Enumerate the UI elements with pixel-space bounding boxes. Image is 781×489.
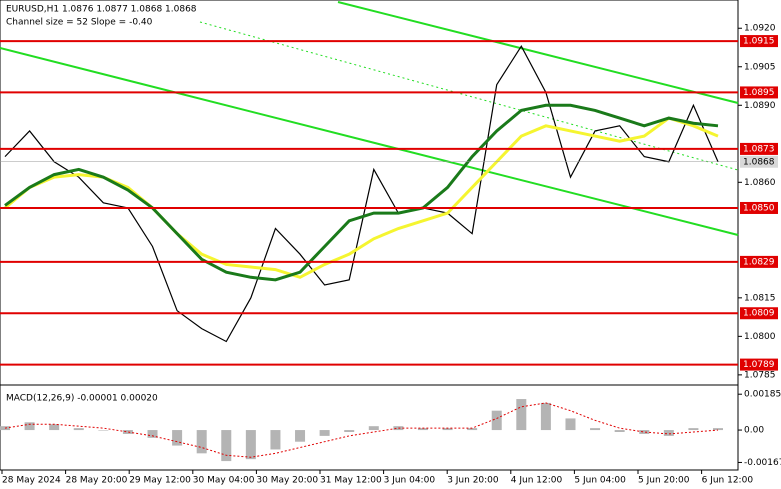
y-tick-label: 1.0800 — [744, 332, 776, 342]
macd-bar — [270, 430, 281, 450]
chart-title: EURUSD,H1 1.0876 1.0877 1.0868 1.0868 — [6, 5, 197, 15]
macd-bar — [590, 428, 601, 431]
macd-bar — [196, 430, 207, 454]
y-tick-label: 1.0905 — [744, 62, 776, 72]
y-tick-label: 1.0785 — [744, 370, 776, 380]
x-tick-label: 29 May 12:00 — [129, 476, 191, 486]
x-tick-label: 30 May 20:00 — [256, 476, 318, 486]
channel-line — [0, 47, 739, 236]
macd-bar — [98, 430, 109, 431]
y-tick-label: 0.00 — [744, 426, 764, 436]
level-box — [740, 35, 778, 48]
current-price-label: 1.0868 — [743, 157, 775, 167]
x-tick-label: 3 Jun 04:00 — [384, 476, 436, 486]
macd-bar — [368, 426, 379, 431]
macd-bar — [663, 430, 674, 436]
macd-bar — [516, 399, 527, 431]
macd-bar — [147, 430, 158, 438]
x-tick-label: 5 Jun 04:00 — [574, 476, 626, 486]
level-box — [740, 307, 778, 320]
y-tick-label: 1.0815 — [744, 293, 776, 303]
macd-bar — [614, 430, 625, 433]
level-box — [740, 358, 778, 371]
x-tick-label: 28 May 2024 — [2, 476, 61, 486]
macd-bar — [245, 430, 256, 460]
level-label: 1.0829 — [743, 257, 775, 267]
macd-bar — [24, 422, 35, 431]
level-box — [740, 201, 778, 214]
y-tick-label: 1.0890 — [744, 101, 776, 111]
level-box — [740, 142, 778, 155]
level-label: 1.0809 — [743, 309, 775, 319]
level-label: 1.0873 — [743, 144, 775, 154]
macd-bar — [565, 418, 576, 431]
level-label: 1.0789 — [743, 360, 775, 370]
x-tick-label: 4 Jun 12:00 — [511, 476, 563, 486]
level-box — [740, 86, 778, 99]
x-tick-label: 6 Jun 12:00 — [702, 476, 754, 486]
macd-bar — [221, 430, 232, 462]
x-tick-label: 31 May 12:00 — [320, 476, 382, 486]
level-label: 1.0895 — [743, 88, 775, 98]
channel-line — [337, 1, 739, 104]
macd-bar — [540, 402, 551, 431]
macd-bar — [688, 428, 699, 431]
macd-bar — [295, 430, 306, 442]
price-line — [4, 116, 719, 279]
level-label: 1.0915 — [743, 37, 775, 47]
price-line — [4, 103, 719, 282]
x-tick-label: 28 May 20:00 — [66, 476, 128, 486]
macd-bar — [344, 430, 355, 433]
x-tick-label: 30 May 04:00 — [193, 476, 255, 486]
x-tick-label: 3 Jun 20:00 — [447, 476, 499, 486]
macd-bar — [172, 430, 183, 446]
macd-title: MACD(12,26,9) -0.00001 0.00020 — [6, 394, 158, 404]
signal-line — [4, 402, 719, 458]
macd-bar — [49, 424, 60, 431]
y-tick-label: 1.0860 — [744, 178, 776, 188]
macd-bar — [491, 410, 502, 431]
chart-subtitle: Channel size = 52 Slope = -0.40 — [6, 18, 153, 28]
current-price-box — [740, 155, 778, 168]
level-box — [740, 255, 778, 268]
macd-bar — [73, 428, 84, 431]
y-tick-label: 1.0920 — [744, 24, 776, 34]
macd-bar — [319, 430, 330, 436]
x-tick-label: 5 Jun 20:00 — [638, 476, 690, 486]
level-label: 1.0850 — [743, 203, 775, 213]
macd-bar — [122, 430, 133, 434]
y-tick-label: -0.00167 — [744, 458, 781, 468]
macd-bar — [639, 430, 650, 434]
macd-bar — [467, 428, 478, 431]
macd-bar — [442, 428, 453, 431]
y-tick-label: 0.00185 — [744, 390, 781, 400]
macd-bar — [417, 428, 428, 431]
macd-bar — [713, 428, 723, 431]
